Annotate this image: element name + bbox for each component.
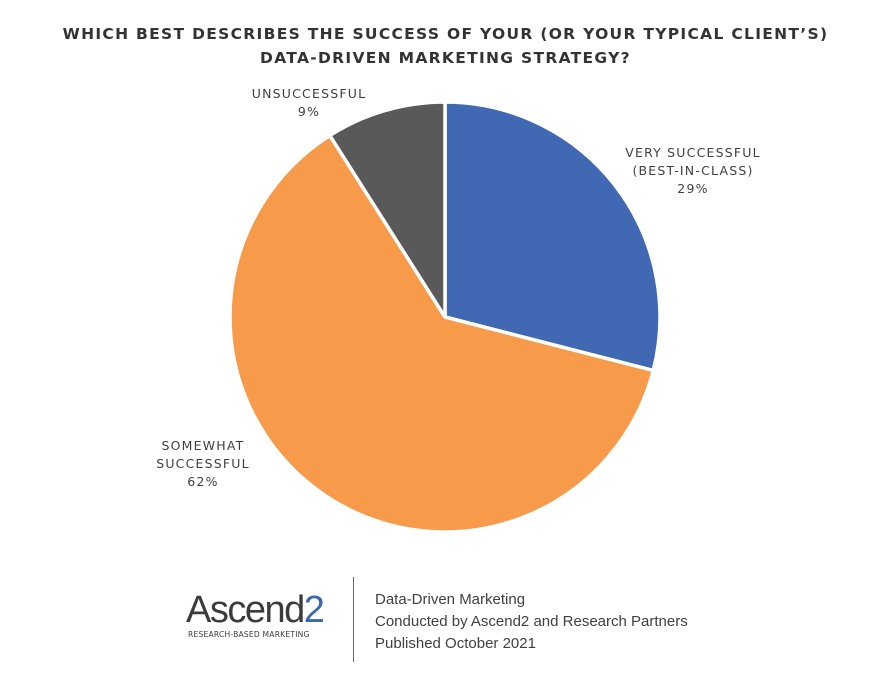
logo-word-number: 2	[303, 589, 325, 631]
chart-title-line-1: WHICH BEST DESCRIBES THE SUCCESS OF YOUR…	[62, 25, 829, 43]
slice-label-2: SOMEWHAT SUCCESSFUL 62%	[156, 438, 250, 489]
slice-category-label: VERY SUCCESSFUL	[625, 145, 761, 160]
footer-line-3: Published October 2021	[375, 635, 536, 652]
footer-line-2: Conducted by Ascend2 and Research Partne…	[375, 613, 688, 630]
logo-wordmark: Ascend2	[186, 589, 336, 631]
slice-category-label: UNSUCCESSFUL	[252, 86, 367, 101]
logo-tagline: RESEARCH-BASED MARKETING	[188, 630, 310, 639]
chart-title: WHICH BEST DESCRIBES THE SUCCESS OF YOUR…	[0, 22, 891, 70]
pie-slice-1	[443, 100, 662, 373]
footer-divider	[353, 577, 354, 662]
slice-label-1: VERY SUCCESSFUL (BEST-IN-CLASS) 29%	[625, 145, 761, 196]
slice-value-label: 29%	[677, 181, 708, 196]
pie-slice-2	[228, 133, 655, 534]
ascend2-logo: Ascend2 RESEARCH-BASED MARKETING	[186, 589, 336, 639]
slice-category-label: (BEST-IN-CLASS)	[632, 163, 753, 178]
slice-value-label: 62%	[187, 474, 218, 489]
slice-label-3: UNSUCCESSFUL 9%	[252, 86, 367, 119]
footer-line-1: Data-Driven Marketing	[375, 591, 526, 608]
logo-word-text: Ascend	[186, 589, 305, 631]
slice-category-label: SUCCESSFUL	[156, 456, 250, 471]
chart-title-line-2: DATA-DRIVEN MARKETING STRATEGY?	[260, 49, 631, 67]
pie-slice-3	[328, 100, 447, 319]
slice-category-label: SOMEWHAT	[161, 438, 244, 453]
slice-value-label: 9%	[298, 104, 320, 119]
footer-source-text: Data-Driven Marketing Conducted by Ascen…	[375, 589, 688, 655]
